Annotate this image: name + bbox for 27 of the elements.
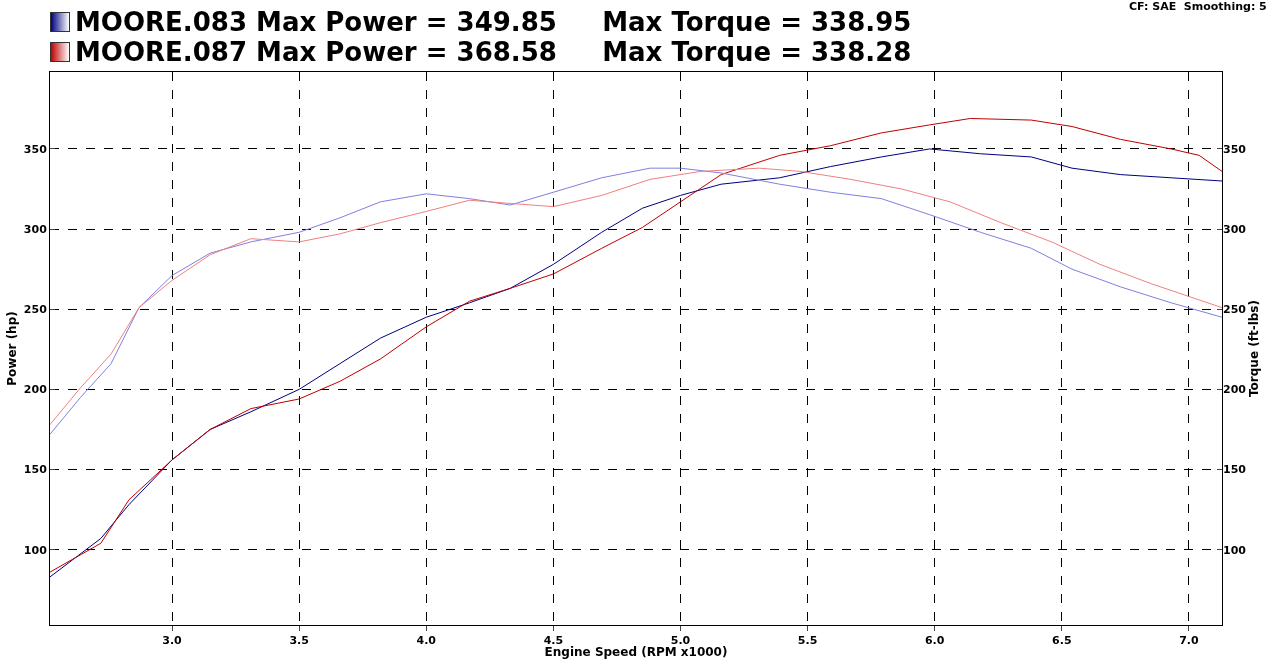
x-tick-label: 3.0 (162, 634, 183, 648)
y-axis-title: Power (hp) (5, 311, 20, 386)
y2-tick-label: 250 (1223, 303, 1247, 317)
y-tick-label: 250 (23, 303, 48, 317)
y-tick-label: 300 (23, 222, 48, 236)
x-tick-label: 4.5 (543, 634, 564, 648)
y2-tick-label: 200 (1223, 383, 1247, 397)
x-tick-label: 6.5 (1052, 634, 1072, 648)
text: CF: SAE Smoothing: 5 (1129, 0, 1267, 13)
text: MOORE.087 Max Power = 368.58 Max Torque = 338.28 (75, 37, 912, 67)
y2-tick-label: 100 (1223, 543, 1247, 557)
text: MOORE.083 Max Power = 349.85 Max Torque = 338.95 (75, 7, 912, 37)
x-tick-label: 4.0 (416, 634, 437, 648)
y-tick-label: 350 (23, 142, 48, 156)
x-tick-label: 6.0 (924, 634, 945, 648)
y2-tick-label: 350 (1223, 142, 1247, 156)
x-axis-title: Engine Speed (RPM x1000) (544, 645, 728, 659)
x-tick-label: 5.5 (797, 634, 818, 648)
x-tick-label: 5.0 (670, 634, 691, 648)
x-tick-label: 7.0 (1179, 634, 1200, 648)
y-tick-label: 100 (23, 543, 48, 557)
x-tick-label: 3.5 (289, 634, 309, 648)
y-tick-label: 150 (23, 463, 48, 477)
y2-tick-label: 300 (1223, 222, 1247, 236)
y-tick-label: 200 (23, 383, 48, 397)
y2-tick-label: 150 (1223, 463, 1247, 477)
y2-axis-title: Torque (ft-lbs) (1247, 300, 1262, 397)
